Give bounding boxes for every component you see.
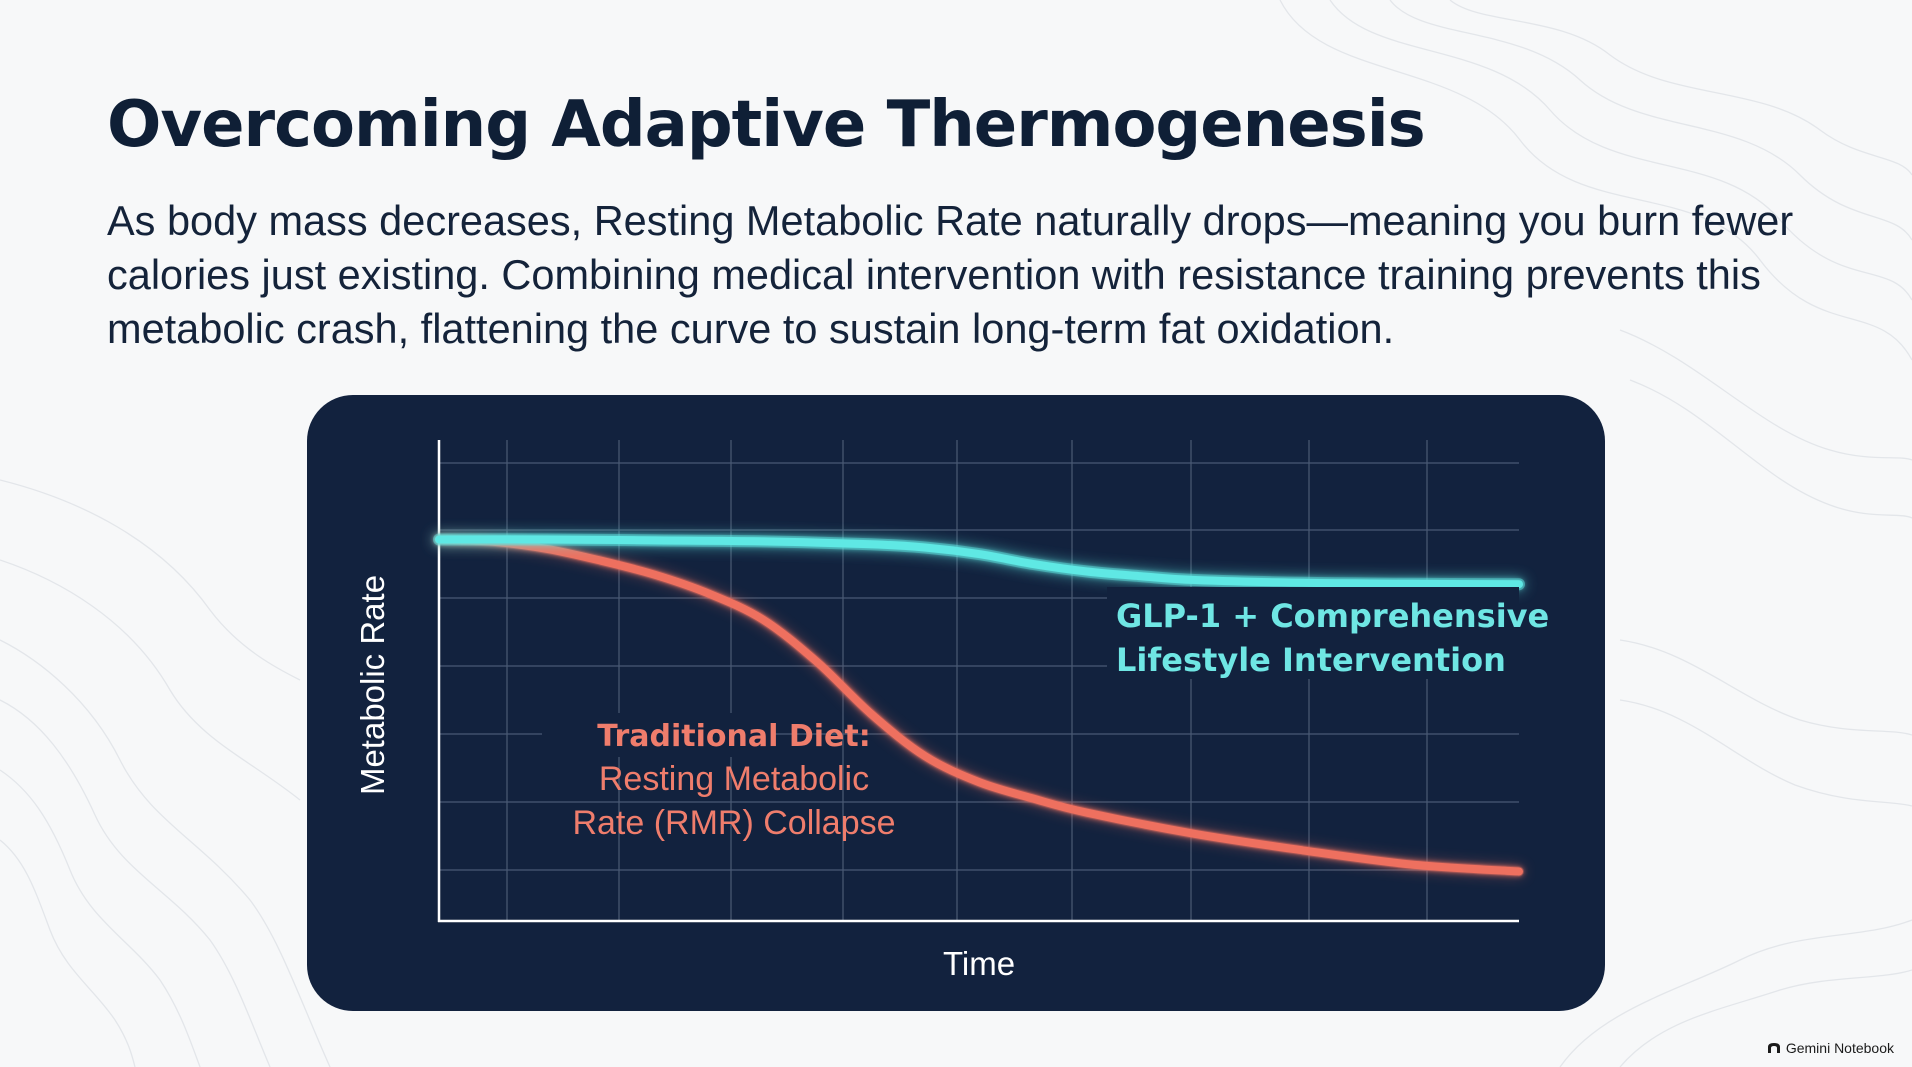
footer-brand-label: Gemini Notebook <box>1785 1040 1894 1056</box>
traditional-diet-line <box>435 535 1523 876</box>
footer-brand: Gemini Notebook <box>1767 1040 1894 1056</box>
x-axis-label: Time <box>943 945 1015 982</box>
slide-title: Overcoming Adaptive Thermogenesis <box>107 88 1426 162</box>
chart-panel: Time Metabolic Rate GLP-1 + Comprehensive… <box>307 395 1605 1011</box>
metabolic-rate-chart: Time Metabolic Rate GLP-1 + Comprehensive… <box>354 440 1549 982</box>
slide-description: As body mass decreases, Resting Metaboli… <box>107 197 1794 352</box>
glp1-lifestyle-line <box>435 535 1523 589</box>
diet-series-label-line-1: Resting Metabolic <box>599 760 869 798</box>
diet-series-label-line-2: Rate (RMR) Collapse <box>572 804 895 842</box>
y-axis-label: Metabolic Rate <box>354 575 391 795</box>
glp1-series-label-line-1: Lifestyle Intervention <box>1116 641 1506 679</box>
diet-label-backdrop <box>542 713 772 757</box>
diet-series-label-line-0: Traditional Diet: <box>597 719 870 754</box>
gemini-notebook-icon <box>1767 1043 1780 1053</box>
glp1-series-label-line-0: GLP-1 + Comprehensive <box>1116 597 1549 635</box>
glp1-label-backdrop <box>1107 587 1519 679</box>
